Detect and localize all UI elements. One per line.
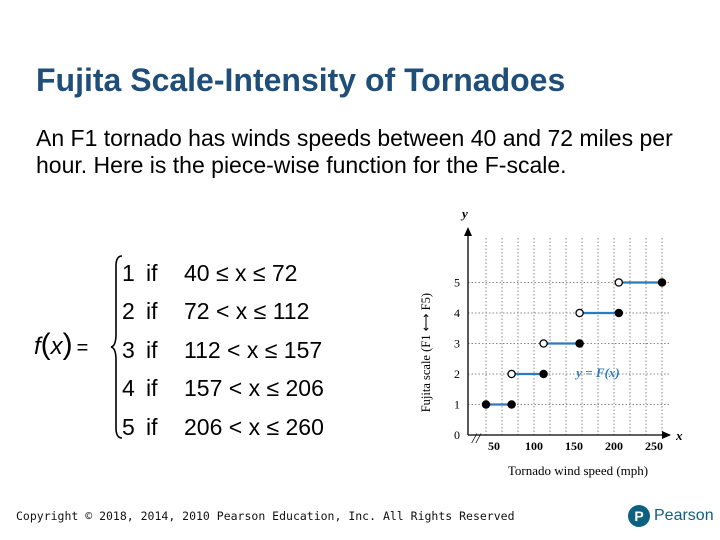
case-condition: 157 < x ≤ 206 [184, 375, 324, 402]
y-axis-arrow-icon [464, 227, 472, 236]
x-tick-label: 50 [488, 439, 500, 453]
case-row: 2 if 72 < x ≤ 112 [122, 293, 324, 332]
case-condition: 206 < x ≤ 260 [184, 413, 324, 440]
closed-endpoint [539, 369, 548, 379]
case-output: 5 [122, 413, 135, 440]
x-axis-letter: x [675, 428, 683, 443]
y-tick-label: 5 [454, 276, 460, 290]
case-if: if [146, 298, 158, 325]
y-tick-label: 0 [454, 428, 460, 442]
closed-endpoint [481, 400, 491, 409]
pearson-logo-icon: P [628, 505, 650, 527]
x-tick-label: 200 [605, 439, 623, 453]
x-tick-label: 150 [565, 439, 583, 453]
function-variable: x [50, 333, 63, 360]
open-endpoint [539, 339, 548, 348]
fujita-step-chart: y x // 0 1 2 3 4 5 50 100 150 200 250 Tornado wind spe… [419, 206, 683, 478]
x-tick-label: 250 [645, 439, 663, 453]
pearson-brand: P Pearson [628, 505, 714, 527]
close-paren: ) [62, 328, 73, 361]
closed-endpoint [657, 278, 667, 287]
function-name: f [34, 333, 41, 360]
case-row: 5 if 206 < x ≤ 260 [122, 408, 324, 447]
y-tick-label: 1 [454, 398, 460, 412]
closed-endpoint [575, 339, 584, 348]
left-brace [110, 255, 123, 439]
closed-endpoint [507, 400, 516, 409]
x-axis-title: Tornado wind speed (mph) [508, 463, 648, 478]
closed-endpoint [614, 308, 624, 318]
copyright-notice: Copyright © 2018, 2014, 2010 Pearson Edu… [16, 509, 515, 523]
case-condition: 72 < x ≤ 112 [184, 298, 310, 325]
open-endpoint [575, 308, 584, 318]
case-condition: 40 ≤ x ≤ 72 [184, 259, 298, 286]
case-output: 4 [122, 375, 135, 402]
case-if: if [146, 413, 158, 440]
function-annotation: y = F(x) [574, 365, 620, 380]
case-output: 2 [122, 298, 135, 325]
axis-break-mark: // [471, 431, 482, 447]
case-output: 1 [122, 259, 135, 286]
slide-body-text: An F1 tornado has winds speeds between 4… [36, 125, 673, 178]
y-tick-label: 3 [454, 337, 460, 351]
function-cases: 1 if 40 ≤ x ≤ 72 2 if 72 < x ≤ 112 3 if … [122, 254, 324, 447]
y-axis-title: Fujita scale (F1 ⟷ F5) [419, 293, 433, 412]
y-tick-label: 2 [454, 367, 460, 381]
open-endpoint [507, 369, 516, 379]
piecewise-function: f(x) = 1 if 40 ≤ x ≤ 72 2 if 72 < x ≤ 112… [30, 250, 410, 440]
y-tick-label: 4 [454, 306, 460, 320]
x-tick-label: 100 [525, 439, 543, 453]
case-row: 1 if 40 ≤ x ≤ 72 [122, 254, 324, 293]
slide-title: Fujita Scale-Intensity of Tornadoes [36, 62, 566, 98]
equals-sign: = [76, 337, 89, 359]
open-paren: ( [40, 328, 51, 361]
open-endpoint [614, 278, 624, 287]
pearson-name: Pearson [654, 507, 714, 524]
case-if: if [146, 336, 158, 363]
y-axis-letter: y [460, 206, 468, 221]
x-axis-arrow-icon [662, 431, 671, 439]
case-output: 3 [122, 336, 135, 363]
case-condition: 112 < x ≤ 157 [184, 336, 323, 363]
case-row: 4 if 157 < x ≤ 206 [122, 370, 324, 409]
case-row: 3 if 112 < x ≤ 157 [122, 331, 324, 370]
function-lhs: f(x) = [34, 328, 88, 362]
case-if: if [146, 375, 158, 402]
case-if: if [146, 259, 158, 286]
